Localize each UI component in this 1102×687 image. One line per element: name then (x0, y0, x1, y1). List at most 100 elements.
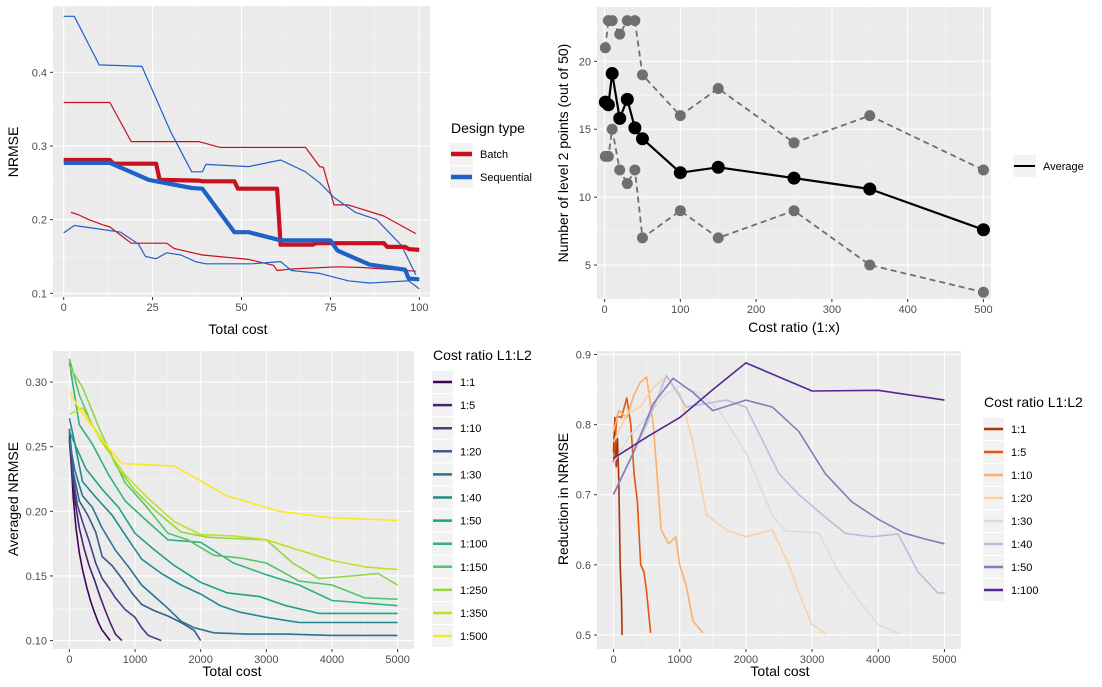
legend: Design type Batch Sequential (450, 120, 532, 188)
x-tick-label: 5000 (932, 654, 956, 666)
series-line (613, 362, 945, 459)
y-tick-label: 15 (579, 124, 591, 136)
x-tick-label: 25 (146, 302, 158, 314)
x-axis-title: Total cost (750, 663, 809, 679)
y-tick-label: 0.20 (26, 506, 47, 518)
y-axis-title: Averaged NRMSE (5, 442, 21, 556)
series-line (612, 377, 945, 545)
series-line (68, 440, 123, 642)
series-line (68, 430, 398, 615)
x-tick-label: 4000 (320, 654, 344, 666)
legend-label: 1:100 (460, 539, 488, 551)
data-point (674, 205, 686, 217)
y-tick-label: 0.3 (32, 141, 47, 153)
data-point (605, 67, 619, 81)
legend-label: 1:30 (460, 469, 481, 481)
series-group (598, 15, 990, 298)
x-tick-label: 0 (610, 654, 616, 666)
x-axis-title: Cost ratio (1:x) (748, 319, 840, 335)
data-point (628, 121, 642, 135)
legend-label: 1:350 (460, 608, 488, 620)
legend-label: Sequential (480, 172, 532, 184)
y-tick-label: 10 (579, 192, 591, 204)
series-line (63, 224, 420, 290)
chart-p2: 0 100 200 300 400 500 5 10 15 20 Cost ratio (1:x) N… (555, 7, 1084, 335)
series-line (68, 431, 162, 642)
legend-label: 1:30 (1011, 516, 1032, 528)
data-point (673, 166, 687, 180)
y-tick-label: 0.9 (576, 350, 591, 362)
x-axis-title: Total cost (202, 663, 261, 679)
legend-label: 1:150 (460, 562, 488, 574)
series-line (612, 385, 899, 635)
data-point (636, 232, 648, 244)
data-point (976, 223, 990, 237)
legend-label: Batch (480, 149, 508, 161)
y-tick-label: 0.2 (32, 215, 47, 227)
x-tick-label: 300 (823, 304, 841, 316)
series-line (70, 211, 416, 272)
legend-label: 1:250 (460, 585, 488, 597)
data-point (636, 69, 648, 81)
data-point (602, 150, 614, 162)
data-point (614, 28, 626, 40)
data-point (629, 164, 641, 176)
legend-label: 1:20 (460, 446, 481, 458)
series-line (612, 374, 945, 594)
series-line (63, 15, 417, 276)
series-group (68, 358, 399, 642)
legend-label: 1:1 (460, 377, 475, 389)
data-point (620, 92, 634, 106)
series-line (612, 397, 652, 633)
x-tick-label: 500 (974, 304, 992, 316)
data-point (614, 164, 626, 176)
series-line (68, 418, 398, 624)
x-tick-label: 1000 (123, 654, 147, 666)
data-point (635, 132, 649, 146)
legend-title: Design type (451, 120, 525, 136)
y-axis-title: Reduction in NRMSE (555, 433, 571, 565)
x-tick-label: 0 (61, 302, 67, 314)
legend-label: 1:50 (460, 516, 481, 528)
legend-label: 1:40 (460, 493, 481, 505)
y-axis-title: NRMSE (5, 127, 21, 178)
data-point (788, 205, 800, 217)
x-tick-label: 1000 (667, 654, 691, 666)
series-line (63, 160, 420, 282)
data-point (864, 259, 876, 271)
series-line (612, 376, 826, 635)
y-tick-label: 20 (579, 56, 591, 68)
y-tick-label: 0.30 (26, 377, 47, 389)
x-tick-label: 75 (324, 302, 336, 314)
legend-label: Average (1043, 161, 1084, 173)
y-tick-label: 0.1 (32, 288, 47, 300)
x-tick-label: 50 (235, 302, 247, 314)
legend-label: 1:40 (1011, 539, 1032, 551)
y-tick-label: 0.8 (576, 420, 591, 432)
y-tick-label: 0.6 (576, 560, 591, 572)
data-point (863, 182, 877, 196)
legend-label: 1:10 (1011, 470, 1032, 482)
legend: Cost ratio L1:L2 1:1 1:5 1:10 1:20 1:30 1:40 1:… (432, 347, 532, 648)
legend-label: 1:10 (460, 423, 481, 435)
data-point (977, 286, 989, 298)
chart-p1: 0 25 50 75 100 0.1 0.2 0.3 0.4 Total cost NRMSE Des… (5, 6, 532, 337)
y-axis-title: Number of level 2 points (out of 50) (555, 44, 571, 263)
series-line (68, 440, 398, 637)
y-tick-label: 0.15 (26, 571, 47, 583)
y-tick-label: 5 (585, 260, 591, 272)
x-tick-label: 200 (747, 304, 765, 316)
data-point (787, 171, 801, 185)
x-tick-label: 3000 (800, 654, 824, 666)
data-point (674, 110, 686, 122)
legend-label: 1:50 (1011, 562, 1032, 574)
series-line (63, 101, 417, 235)
data-point (606, 15, 618, 27)
legend-label: 1:20 (1011, 493, 1032, 505)
legend-label: 1:1 (1011, 424, 1026, 436)
data-point (613, 111, 627, 125)
x-tick-label: 0 (66, 654, 72, 666)
series-line (68, 390, 398, 522)
data-point (621, 178, 633, 190)
